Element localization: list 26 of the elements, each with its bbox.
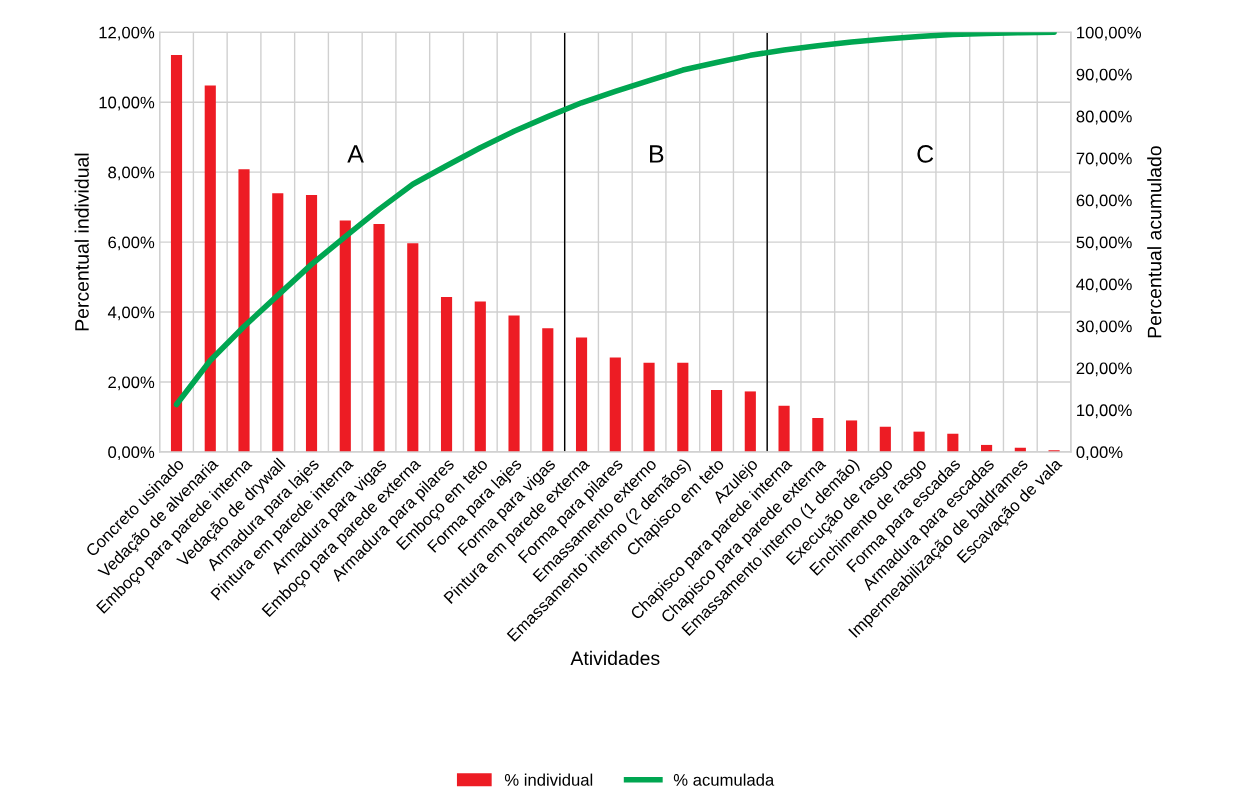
y2-tick-label: 50,00% bbox=[1076, 236, 1132, 251]
legend-label: % acumulada bbox=[673, 773, 775, 786]
y2-tick-label: 60,00% bbox=[1076, 194, 1132, 209]
annotation: C bbox=[917, 145, 934, 163]
y2-tick-label: 90,00% bbox=[1076, 68, 1132, 83]
annotation: A bbox=[347, 145, 364, 163]
y2-axis-title: Percentual acumulado bbox=[1147, 146, 1162, 338]
y2-tick-label: 10,00% bbox=[1077, 404, 1132, 419]
y-tick-label: 10,00% bbox=[99, 96, 155, 111]
y2-tick-label: 80,00% bbox=[1076, 110, 1132, 125]
y2-tick-label: 30,00% bbox=[1076, 320, 1132, 335]
legend-label: % individual bbox=[504, 773, 593, 786]
x-axis-title: Atividades bbox=[570, 650, 660, 666]
y-tick-label: 12,00% bbox=[99, 26, 155, 41]
y2-tick-label: 0,00% bbox=[1076, 446, 1123, 461]
y2-tick-label: 100,00% bbox=[1077, 26, 1142, 41]
y-tick-label: 4,00% bbox=[107, 306, 155, 321]
y2-tick-label: 20,00% bbox=[1076, 362, 1132, 377]
y-tick-label: 2,00% bbox=[108, 376, 155, 391]
y-axis-title: Percentual individual bbox=[74, 153, 89, 331]
y-tick-label: 0,00% bbox=[108, 446, 155, 461]
y-tick-label: 6,00% bbox=[108, 236, 155, 251]
annotation: B bbox=[650, 145, 664, 163]
y-tick-label: 8,00% bbox=[108, 166, 155, 181]
y2-tick-label: 40,00% bbox=[1076, 278, 1132, 293]
y2-tick-label: 70,00% bbox=[1076, 152, 1132, 167]
